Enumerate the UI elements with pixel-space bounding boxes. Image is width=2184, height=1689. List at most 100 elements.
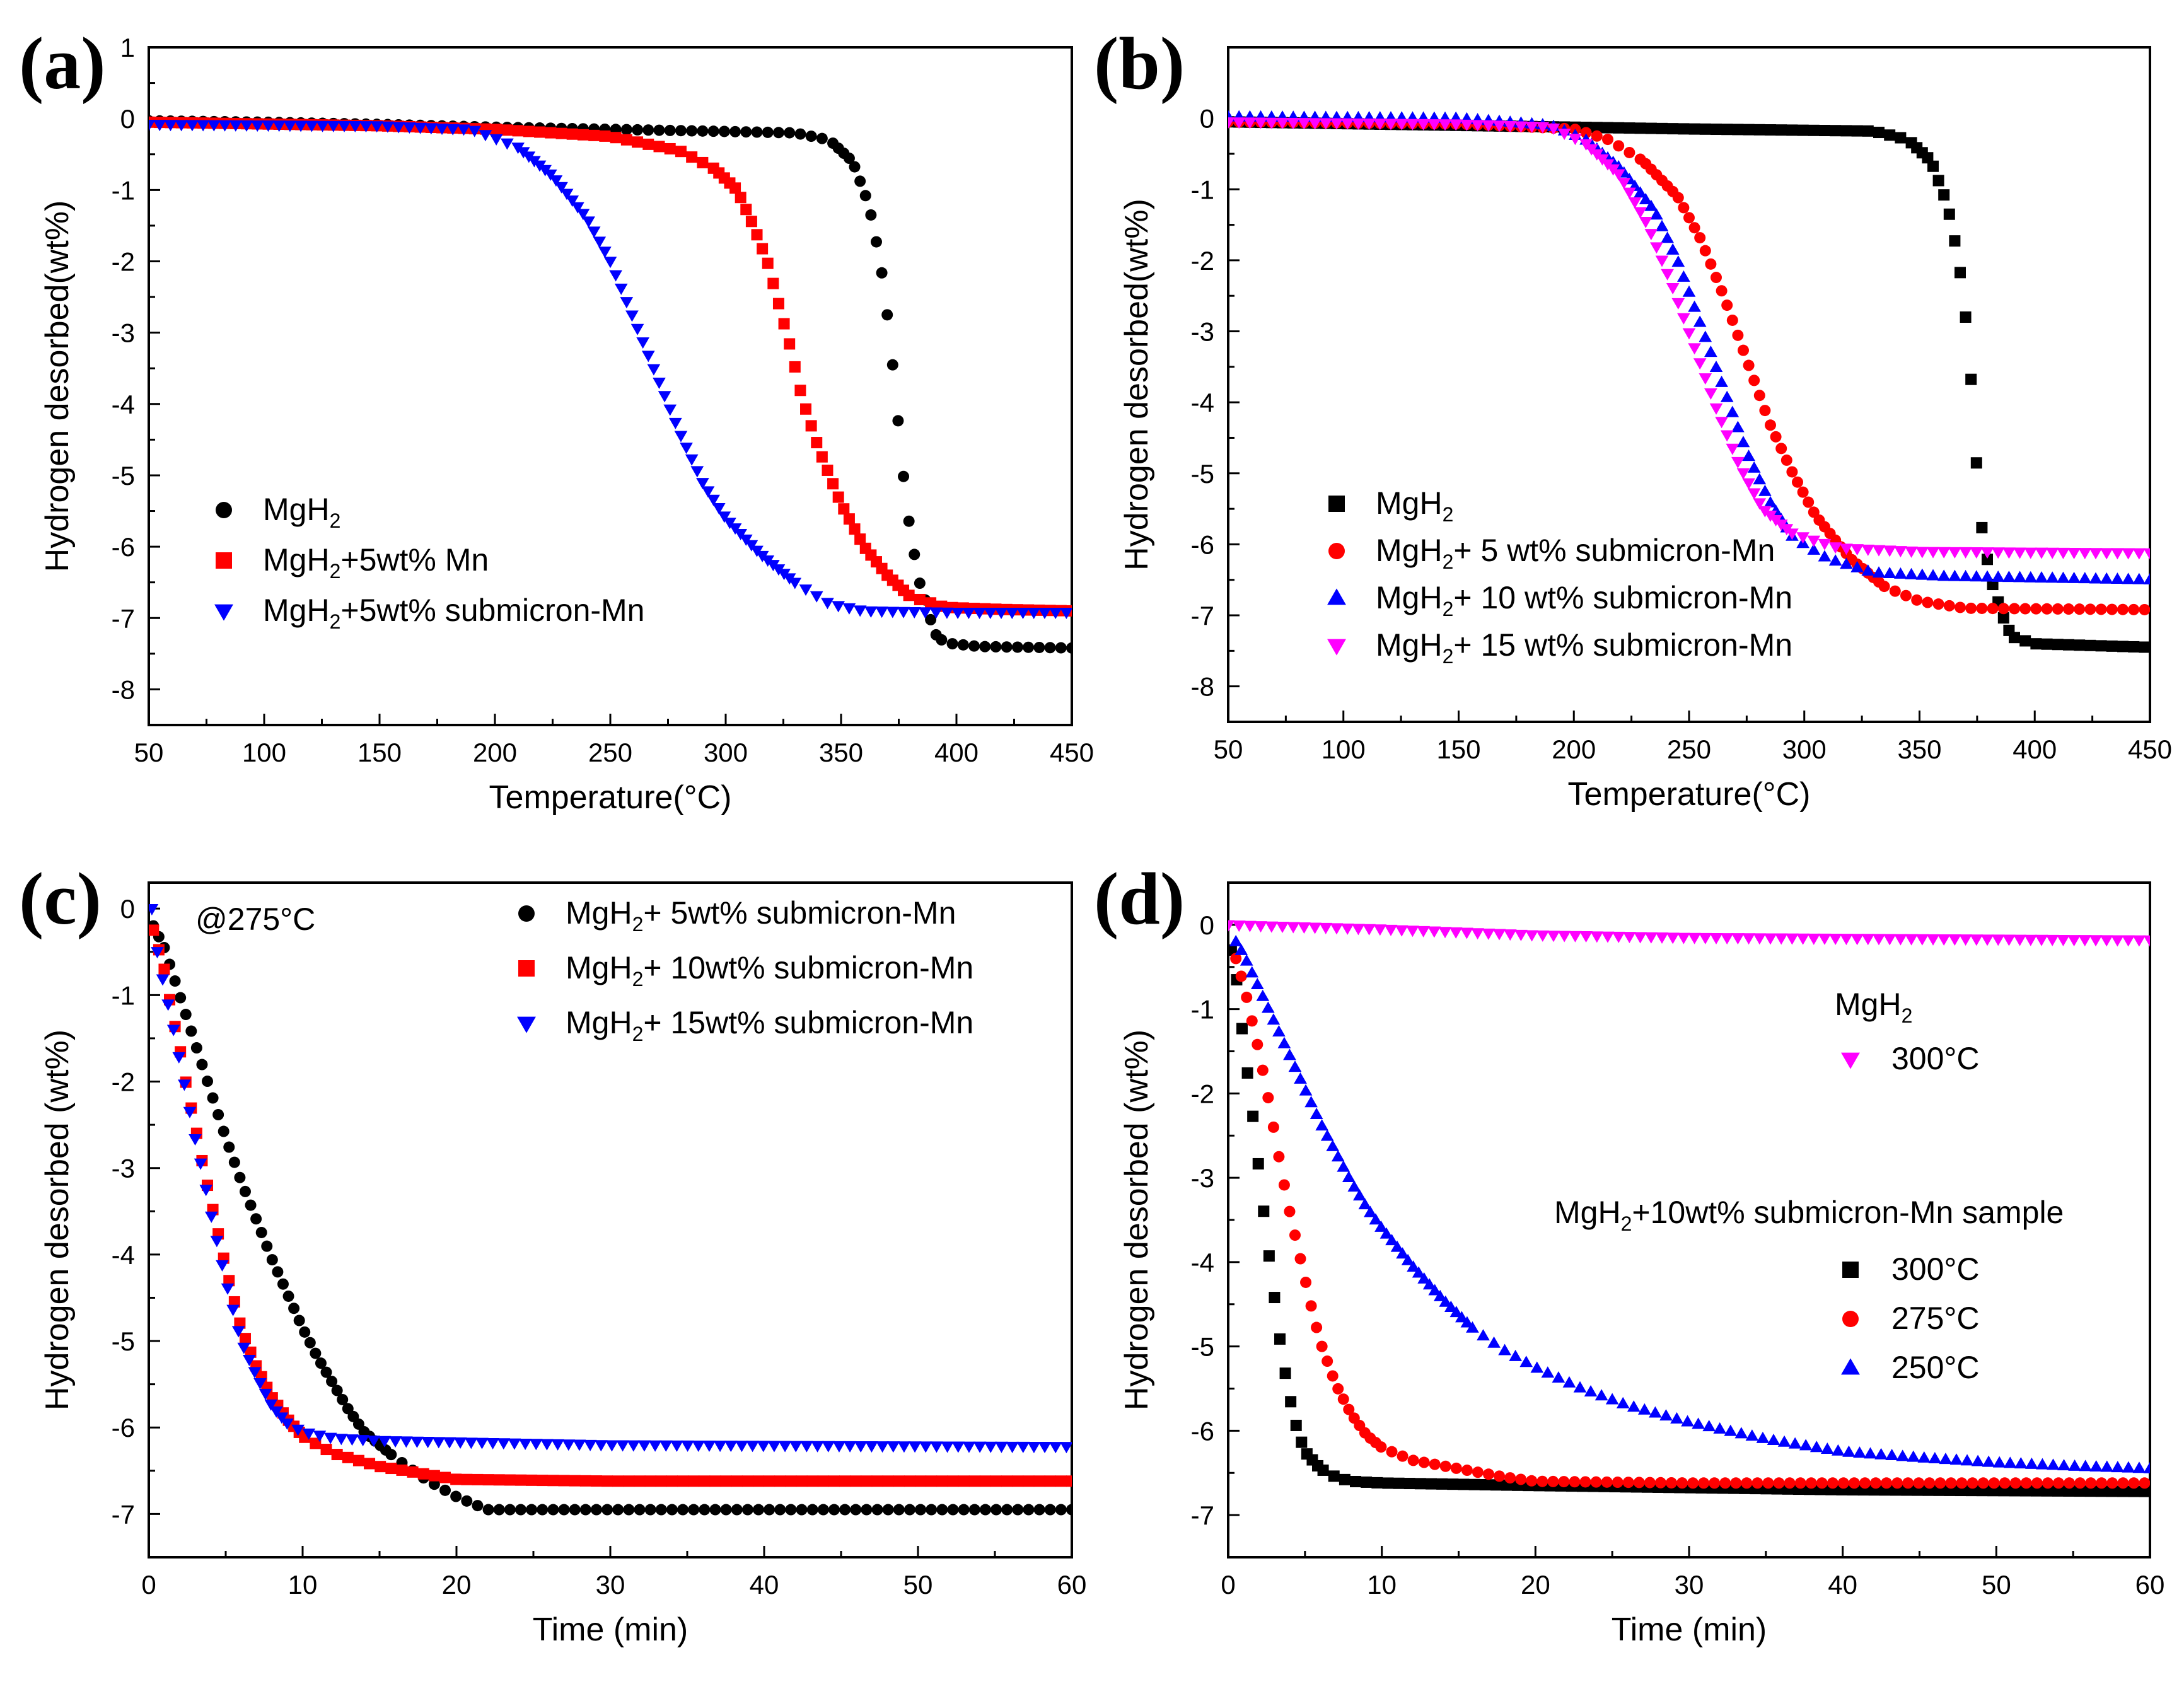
data-point bbox=[745, 216, 757, 228]
data-point bbox=[1439, 1295, 1453, 1307]
data-point bbox=[1352, 118, 1365, 130]
data-point bbox=[2009, 632, 2020, 644]
x-tick-label: 50 bbox=[1214, 734, 1243, 764]
data-point bbox=[562, 1439, 576, 1451]
data-point bbox=[865, 209, 877, 221]
data-point bbox=[1711, 272, 1722, 284]
data-point bbox=[1987, 603, 1999, 615]
data-point bbox=[207, 1092, 219, 1104]
y-tick-label: -2 bbox=[112, 247, 135, 276]
data-point bbox=[1066, 1504, 1072, 1516]
data-point bbox=[1449, 927, 1463, 939]
data-point bbox=[962, 608, 975, 620]
data-point bbox=[1736, 468, 1750, 480]
data-point bbox=[605, 1440, 619, 1452]
data-point bbox=[240, 120, 253, 132]
data-point bbox=[1278, 1179, 1290, 1191]
data-point bbox=[461, 1495, 473, 1507]
y-tick-label: -5 bbox=[1191, 1332, 1214, 1362]
data-point bbox=[1382, 1477, 1394, 1489]
series-mgh2-15-wt-submicron-mn bbox=[1228, 117, 2150, 560]
data-point bbox=[1644, 932, 1658, 944]
data-point bbox=[1526, 1475, 1538, 1487]
data-point bbox=[2089, 1460, 2103, 1471]
data-point bbox=[414, 122, 427, 134]
x-tick-label: 350 bbox=[819, 738, 863, 767]
y-tick-label: -6 bbox=[1191, 1416, 1214, 1446]
data-point bbox=[1252, 1158, 1264, 1170]
data-point bbox=[283, 120, 297, 132]
data-point bbox=[1257, 1064, 1269, 1076]
data-point bbox=[1719, 1477, 1731, 1489]
data-point bbox=[1275, 922, 1289, 934]
data-point bbox=[1230, 953, 1242, 965]
data-point bbox=[2002, 571, 2016, 583]
x-tick-label: 200 bbox=[473, 738, 517, 767]
data-point bbox=[800, 1441, 813, 1453]
data-point bbox=[1627, 1400, 1641, 1412]
data-point bbox=[898, 470, 910, 482]
data-point bbox=[153, 120, 166, 132]
data-point bbox=[2132, 935, 2146, 947]
data-point bbox=[348, 121, 362, 133]
data-point bbox=[822, 1441, 835, 1453]
y-tick-label: -7 bbox=[1191, 601, 1214, 630]
data-point bbox=[196, 120, 210, 132]
data-point bbox=[1688, 343, 1701, 355]
data-point bbox=[1970, 547, 1984, 559]
data-point bbox=[1716, 285, 1728, 297]
data-point bbox=[2067, 571, 2081, 583]
data-point bbox=[1444, 1300, 1458, 1312]
data-point bbox=[1364, 1205, 1377, 1217]
data-point bbox=[979, 1475, 991, 1487]
data-point bbox=[1809, 1441, 1823, 1453]
y-tick-label: 0 bbox=[1200, 910, 1214, 940]
data-point bbox=[2074, 1477, 2086, 1489]
data-point bbox=[1299, 1084, 1313, 1096]
data-point bbox=[1991, 547, 2005, 559]
data-point bbox=[439, 1484, 451, 1496]
data-point bbox=[577, 129, 589, 141]
data-point bbox=[1702, 1420, 1716, 1432]
y-tick-label: -7 bbox=[1191, 1500, 1214, 1530]
data-point bbox=[1948, 934, 1961, 946]
data-point bbox=[632, 124, 644, 136]
data-point bbox=[1759, 405, 1771, 417]
data-point bbox=[543, 169, 557, 181]
data-point bbox=[2128, 1485, 2140, 1497]
data-point bbox=[1818, 933, 1832, 945]
data-point bbox=[320, 1366, 332, 1378]
data-point bbox=[936, 1504, 948, 1516]
data-point bbox=[1027, 1441, 1041, 1453]
legend-group-title: MgH2 bbox=[1835, 987, 1912, 1027]
data-point bbox=[1637, 1403, 1651, 1415]
data-point bbox=[1960, 1454, 1974, 1466]
data-point bbox=[316, 120, 329, 132]
data-point bbox=[1584, 1385, 1598, 1397]
data-point bbox=[403, 122, 416, 134]
data-point bbox=[175, 992, 187, 1004]
y-tick-label: -3 bbox=[112, 318, 135, 348]
data-point bbox=[1848, 1477, 1860, 1489]
data-point bbox=[1317, 1464, 1329, 1476]
data-point bbox=[1460, 119, 1473, 131]
data-point bbox=[450, 1473, 462, 1485]
data-point bbox=[1362, 119, 1376, 131]
data-point bbox=[785, 1504, 797, 1516]
data-point bbox=[876, 1441, 889, 1453]
data-point bbox=[587, 226, 601, 238]
data-point bbox=[2122, 935, 2135, 947]
data-point bbox=[601, 1504, 613, 1516]
data-point bbox=[2002, 934, 2016, 946]
data-point bbox=[897, 607, 910, 618]
y-tick-label: 0 bbox=[120, 894, 135, 924]
data-point bbox=[1747, 461, 1761, 473]
data-point bbox=[1943, 600, 1955, 612]
data-point bbox=[1337, 1393, 1349, 1405]
data-point bbox=[590, 1475, 602, 1487]
data-point bbox=[1547, 1475, 1559, 1487]
data-point bbox=[1687, 1477, 1699, 1489]
data-point bbox=[1305, 1300, 1317, 1312]
data-point bbox=[491, 124, 502, 136]
data-point bbox=[432, 1437, 446, 1449]
